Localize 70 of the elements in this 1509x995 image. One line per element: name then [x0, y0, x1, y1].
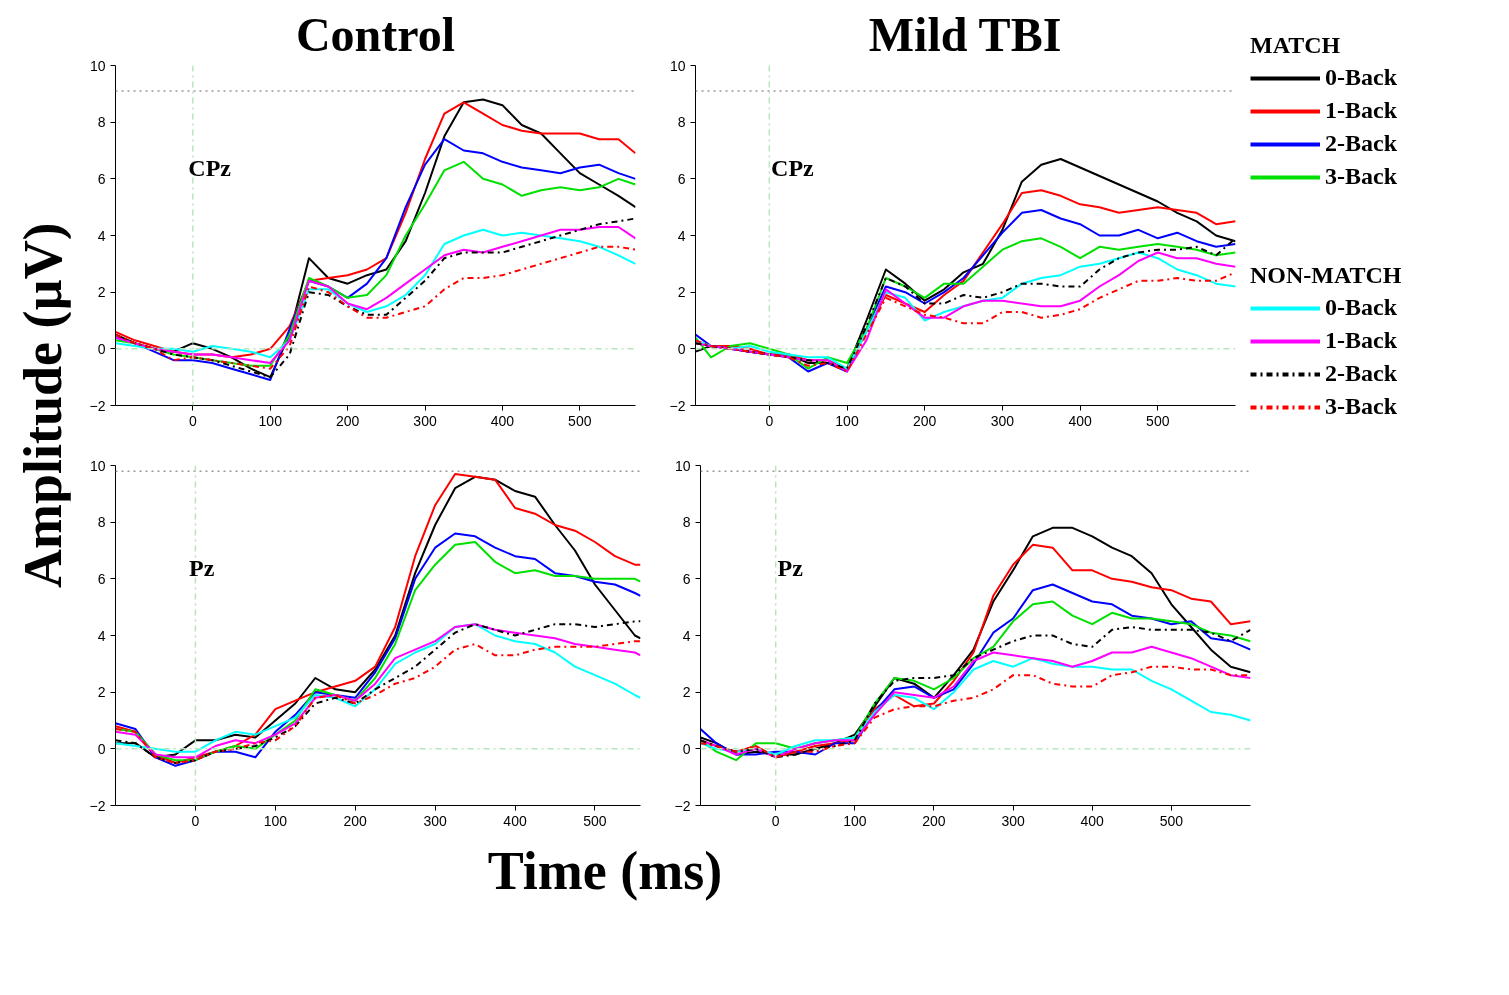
- y-tick-label: 6: [97, 170, 106, 187]
- legend-label: 2-Back: [1325, 360, 1397, 387]
- y-tick-label: 2: [682, 684, 691, 701]
- annotation: Pz: [777, 555, 804, 582]
- legend-label: 0-Back: [1325, 294, 1397, 321]
- annotation: Pz: [189, 555, 215, 582]
- x-tick-label: 400: [490, 412, 515, 429]
- x-tick-label: 100: [263, 812, 288, 829]
- x-tick-label: 300: [413, 412, 437, 429]
- legend-label: 1-Back: [1325, 97, 1397, 124]
- y-tick-label: 0: [677, 340, 686, 357]
- y-tick-label: 8: [97, 114, 106, 131]
- x-axis-title: Time (ms): [487, 840, 723, 903]
- y-tick-label: −2: [674, 797, 691, 814]
- x-tick-label: 200: [335, 412, 360, 429]
- x-tick-label: 0: [188, 412, 197, 429]
- x-tick-label: 500: [583, 812, 607, 829]
- y-tick-label: 6: [682, 570, 691, 587]
- x-tick-label: 200: [913, 412, 937, 429]
- x-tick-label: 200: [922, 812, 946, 829]
- y-tick-label: 4: [97, 627, 106, 644]
- legend-title: MATCH: [1250, 32, 1342, 59]
- x-tick-label: 0: [191, 812, 200, 829]
- x-tick-label: 100: [835, 412, 859, 429]
- x-tick-label: 100: [258, 412, 283, 429]
- x-tick-label: 100: [843, 812, 867, 829]
- y-tick-label: 6: [97, 570, 106, 587]
- legend-label: 3-Back: [1325, 163, 1397, 190]
- x-tick-label: 500: [1159, 812, 1184, 829]
- legend-label: 0-Back: [1325, 64, 1397, 91]
- y-tick-label: 10: [669, 57, 686, 74]
- y-tick-label: 4: [97, 227, 106, 244]
- y-tick-label: 10: [89, 457, 106, 474]
- legend-label: 2-Back: [1325, 130, 1397, 157]
- x-tick-label: 500: [1146, 412, 1170, 429]
- y-tick-label: 2: [677, 284, 686, 301]
- x-tick-label: 300: [1001, 812, 1025, 829]
- annotation: CPz: [771, 155, 815, 182]
- y-tick-label: 8: [97, 514, 106, 531]
- x-tick-label: 200: [343, 812, 368, 829]
- x-tick-label: 500: [568, 412, 592, 429]
- y-axis-title: Amplitude (µV): [12, 222, 74, 588]
- text: NON-MATCH: [1250, 262, 1402, 289]
- annotation: CPz: [188, 155, 232, 182]
- x-tick-label: 400: [503, 812, 527, 829]
- x-tick-label: 400: [1080, 812, 1105, 829]
- chart-title: Mild TBI: [868, 7, 1062, 61]
- y-tick-label: 4: [677, 227, 686, 244]
- y-tick-label: 4: [682, 627, 691, 644]
- y-tick-label: −2: [89, 797, 106, 814]
- x-tick-label: 300: [423, 812, 448, 829]
- y-tick-label: 10: [674, 457, 691, 474]
- y-tick-label: 10: [89, 57, 106, 74]
- y-tick-label: 0: [97, 740, 106, 757]
- y-tick-label: 2: [97, 684, 106, 701]
- x-tick-label: 400: [1068, 412, 1092, 429]
- y-tick-label: 0: [682, 740, 691, 757]
- y-tick-label: 8: [682, 514, 691, 531]
- x-tick-label: 300: [990, 412, 1015, 429]
- y-tick-label: −2: [669, 397, 686, 414]
- x-tick-label: 0: [771, 812, 780, 829]
- legend-label: 3-Back: [1325, 393, 1397, 420]
- y-tick-label: 0: [97, 340, 106, 357]
- y-tick-label: 8: [677, 114, 686, 131]
- x-tick-label: 0: [765, 412, 774, 429]
- y-tick-label: 2: [97, 284, 106, 301]
- y-tick-label: 6: [677, 170, 686, 187]
- legend-label: 1-Back: [1325, 327, 1397, 354]
- y-tick-label: −2: [89, 397, 106, 414]
- chart-title: Control: [295, 7, 456, 61]
